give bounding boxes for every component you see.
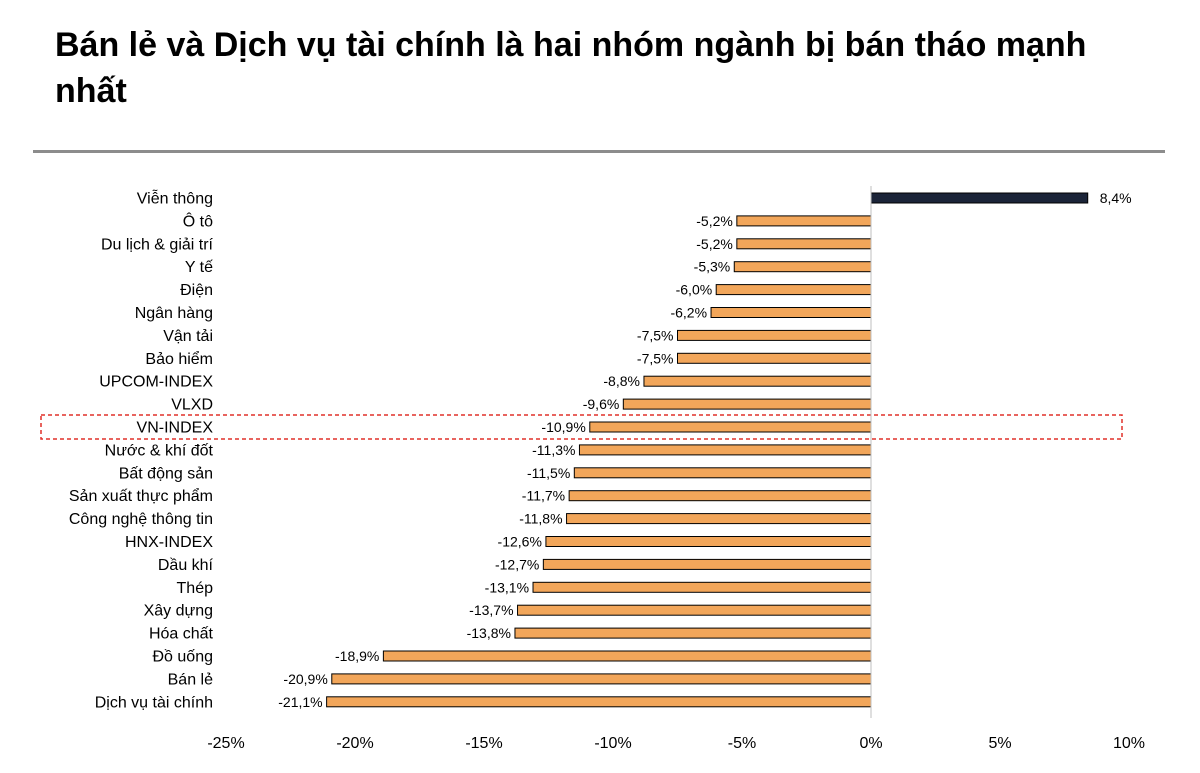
category-label: Dầu khí <box>158 557 214 574</box>
data-label: -9,6% <box>583 396 620 412</box>
bar <box>677 329 872 341</box>
data-label: -11,8% <box>519 511 562 527</box>
data-label: 8,4% <box>1100 190 1132 206</box>
data-label: -6,0% <box>676 282 713 298</box>
bar <box>331 673 872 685</box>
category-label: Hóa chất <box>149 626 214 643</box>
category-label: Du lịch & giải trí <box>101 236 214 253</box>
category-label: Sản xuất thực phẩm <box>69 487 213 505</box>
bar <box>736 215 872 227</box>
bar <box>532 581 872 593</box>
category-label: Y tế <box>185 259 213 276</box>
bar <box>517 604 872 616</box>
data-label: -21,1% <box>278 694 322 710</box>
data-label: -13,7% <box>469 602 513 618</box>
x-tick-label: -20% <box>336 735 373 752</box>
bar <box>514 627 872 639</box>
data-label: -11,5% <box>527 465 570 481</box>
category-label: HNX-INDEX <box>125 534 213 551</box>
data-label: -5,2% <box>696 213 733 229</box>
bar <box>589 421 872 433</box>
data-label: -12,7% <box>495 556 539 572</box>
x-tick-label: 0% <box>859 735 882 752</box>
data-label: -11,7% <box>522 488 565 504</box>
category-label: Dịch vụ tài chính <box>95 694 213 711</box>
category-label: Bất động sản <box>119 465 213 482</box>
data-label: -5,2% <box>696 236 733 252</box>
highlight-box <box>40 414 1123 440</box>
bar <box>715 284 872 296</box>
data-label: -11,3% <box>532 442 575 458</box>
bar <box>566 513 872 525</box>
bar <box>733 261 872 273</box>
category-label: VLXD <box>171 397 213 414</box>
data-label: -20,9% <box>283 671 327 687</box>
data-label: -12,6% <box>498 534 542 550</box>
data-label: -10,9% <box>541 419 585 435</box>
bar <box>326 696 872 708</box>
x-tick-label: -15% <box>465 735 502 752</box>
category-label: Điện <box>180 282 213 299</box>
category-label: UPCOM-INDEX <box>99 374 213 391</box>
category-label: Đồ uống <box>153 649 214 666</box>
bar <box>622 398 872 410</box>
x-tick-label: -25% <box>207 735 244 752</box>
data-label: -6,2% <box>670 305 707 321</box>
bar <box>870 192 1089 204</box>
data-label: -18,9% <box>335 648 379 664</box>
data-label: -7,5% <box>637 327 674 343</box>
category-label: Xây dựng <box>144 603 213 620</box>
bar <box>710 307 872 318</box>
category-label: Thép <box>177 580 214 597</box>
category-label: Vận tải <box>163 328 213 345</box>
data-label: -13,8% <box>467 625 511 641</box>
chart-title: Bán lẻ và Dịch vụ tài chính là hai nhóm … <box>55 26 1087 110</box>
data-label: -7,5% <box>637 350 674 366</box>
category-label: Bán lẻ <box>168 671 213 688</box>
data-label: -8,8% <box>603 373 640 389</box>
category-label: Nước & khí đốt <box>105 442 214 459</box>
category-label: Bảo hiểm <box>145 350 213 368</box>
bar <box>643 375 872 387</box>
data-label: -13,1% <box>485 579 529 595</box>
category-label: VN-INDEX <box>137 420 214 437</box>
bar <box>578 444 872 456</box>
category-label: Ngân hàng <box>135 305 213 322</box>
x-tick-label: -10% <box>594 735 631 752</box>
bar <box>542 558 872 570</box>
x-tick-label: -5% <box>728 735 756 752</box>
bar <box>545 536 872 547</box>
category-label: Công nghệ thông tin <box>69 511 213 528</box>
bar <box>568 490 872 502</box>
data-label: -5,3% <box>694 259 731 275</box>
x-tick-label: 10% <box>1113 735 1145 752</box>
category-label: Ô tô <box>183 211 213 230</box>
bar <box>736 238 872 250</box>
bar <box>573 467 872 479</box>
bar <box>382 650 872 662</box>
x-tick-label: 5% <box>988 735 1011 752</box>
category-label: Viễn thông <box>137 189 213 208</box>
title-divider <box>33 150 1165 153</box>
bar <box>677 352 872 364</box>
